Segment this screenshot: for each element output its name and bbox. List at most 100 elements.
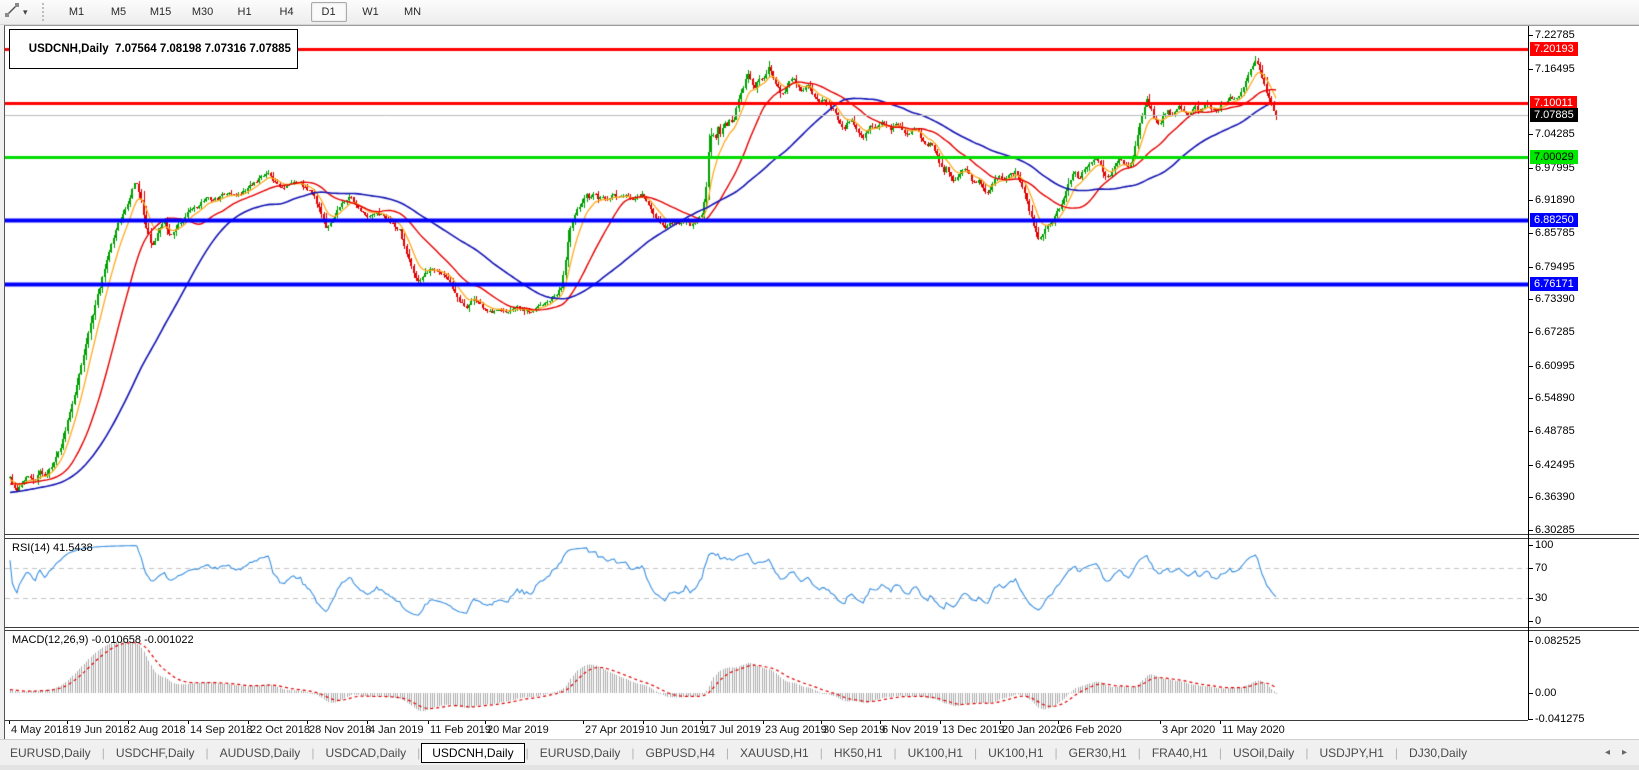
time-axis-tick <box>428 721 429 724</box>
time-axis-tick <box>1220 721 1221 724</box>
time-axis-label: 11 Feb 2019 <box>430 724 491 736</box>
price-axis-label: -0.041275 <box>1529 712 1585 726</box>
time-axis-label: 3 Apr 2020 <box>1162 724 1216 736</box>
chart-tab-eurusd-daily[interactable]: EURUSD,Daily <box>10 745 91 760</box>
time-axis-tick <box>702 721 703 724</box>
time-axis-label: 13 Dec 2019 <box>942 724 1005 736</box>
price-level-badge: 7.07885 <box>1530 107 1578 122</box>
chart-tab-eurusd-daily[interactable]: EURUSD,Daily <box>539 745 621 760</box>
main-chart-canvas[interactable] <box>5 26 1528 534</box>
time-axis-tick <box>583 721 584 724</box>
chart-tab-fra40-h1[interactable]: FRA40,H1 <box>1151 745 1208 760</box>
timeframe-button-D1[interactable]: D1 <box>310 2 347 22</box>
time-axis-tick <box>1058 721 1059 724</box>
macd-label: MACD(12,26,9) -0.010658 -0.001022 <box>12 634 194 646</box>
time-axis-label: 4 Jan 2019 <box>369 724 424 736</box>
price-axis-label: 6.42495 <box>1529 458 1575 472</box>
timeframe-button-W1[interactable]: W1 <box>362 6 379 18</box>
tab-divider: | <box>1305 745 1309 760</box>
price-axis-label: 6.73390 <box>1529 292 1575 306</box>
price-axis-label: 6.79495 <box>1529 260 1575 274</box>
chart-title: USDCNH,Daily 7.07564 7.08198 7.07316 7.0… <box>28 43 291 55</box>
timeframe-toolbar: M1 M5 M15 M30 H1 H4 D1 W1 MN <box>56 2 434 22</box>
timeframe-button-H1[interactable]: H1 <box>237 6 252 18</box>
time-axis-tick <box>248 721 249 724</box>
tab-divider: | <box>1137 745 1141 760</box>
timeframe-button-M5[interactable]: M5 <box>110 6 127 18</box>
price-level-badge: 7.00029 <box>1530 149 1578 164</box>
macd-panel-canvas[interactable] <box>5 631 1528 720</box>
chart-tab-usoil-daily[interactable]: USOil,Daily <box>1232 745 1295 760</box>
chart-tab-bar: EURUSD,Daily | USDCHF,Daily | AUDUSD,Daily | U… <box>0 739 1639 765</box>
tab-divider: | <box>1394 745 1399 760</box>
time-axis-tick <box>188 721 189 724</box>
time-axis-label: 30 Sep 2019 <box>823 724 886 736</box>
tab-scroll-right-icon[interactable]: ▸ <box>1621 747 1627 758</box>
panel-separator[interactable] <box>5 534 1639 539</box>
time-axis-tick <box>307 721 308 724</box>
timeframe-button-M30[interactable]: M30 <box>191 6 214 18</box>
price-level-badge: 6.76171 <box>1530 277 1578 292</box>
price-axis-label: 70 <box>1529 561 1547 575</box>
chart-tab-usdcnh-daily[interactable]: USDCNH,Daily <box>421 742 525 763</box>
price-axis-label: 0 <box>1529 614 1541 628</box>
tab-scroll-left-icon[interactable]: ◂ <box>1604 747 1610 758</box>
price-axis-line <box>1528 26 1529 720</box>
timeframe-button-MN[interactable]: MN <box>403 6 422 18</box>
chart-window: USDCNH,Daily 7.07564 7.08198 7.07316 7.0… <box>4 25 1639 739</box>
time-axis-tick <box>9 721 10 724</box>
rsi-panel-canvas[interactable] <box>5 539 1528 627</box>
time-axis-label: 26 Feb 2020 <box>1060 724 1122 736</box>
price-axis-label: 0.082525 <box>1529 634 1581 648</box>
price-axis-label: 100 <box>1529 538 1553 552</box>
time-axis-label: 2 Aug 2018 <box>130 724 186 736</box>
time-axis-tick <box>643 721 644 724</box>
price-axis-label: 30 <box>1529 591 1547 605</box>
timeframe-button-M1[interactable]: M1 <box>68 6 85 18</box>
price-axis-label: 6.85785 <box>1529 226 1575 240</box>
chart-tab-uk100-h1[interactable]: UK100,H1 <box>907 745 964 760</box>
chart-tab-usdjpy-h1[interactable]: USDJPY,H1 <box>1319 745 1384 760</box>
time-axis-label: 20 Jan 2020 <box>1002 724 1063 736</box>
chart-tab-ger30-h1[interactable]: GER30,H1 <box>1068 745 1127 760</box>
time-axis-label: 6 Nov 2019 <box>882 724 939 736</box>
time-axis-label: 20 Mar 2019 <box>487 724 549 736</box>
timeframe-button-M15[interactable]: M15 <box>149 6 172 18</box>
panel-separator[interactable] <box>5 627 1639 631</box>
time-axis-tick <box>1000 721 1001 724</box>
price-axis-label: 6.48785 <box>1529 424 1575 438</box>
tab-divider: | <box>1218 745 1222 760</box>
timeframe-button-H4[interactable]: H4 <box>279 6 294 18</box>
dropdown-caret-icon[interactable]: ▾ <box>23 6 28 17</box>
time-axis[interactable]: 4 May 2018 19 Jun 2018 2 Aug 2018 14 Sep 20… <box>5 720 1528 739</box>
chart-tab-usdcad-daily[interactable]: USDCAD,Daily <box>325 745 407 760</box>
price-axis-label: 6.97995 <box>1529 161 1575 175</box>
tab-divider: | <box>893 745 897 760</box>
price-axis-label: 6.54890 <box>1529 391 1575 405</box>
trendline-tool-icon[interactable] <box>4 2 20 23</box>
time-axis-tick <box>940 721 941 724</box>
time-axis-label: 17 Jul 2019 <box>704 724 761 736</box>
chart-tab-hk50-h1[interactable]: HK50,H1 <box>833 745 883 760</box>
time-axis-tick <box>821 721 822 724</box>
chart-tab-uk100-h1[interactable]: UK100,H1 <box>988 745 1044 760</box>
time-axis-label: 14 Sep 2018 <box>190 724 253 736</box>
chart-tab-gbpusd-h4[interactable]: GBPUSD,H4 <box>645 745 715 760</box>
toolbar-grip <box>41 3 48 21</box>
chart-title-box: USDCNH,Daily 7.07564 7.08198 7.07316 7.0… <box>9 29 298 69</box>
chart-tab-dj30-daily[interactable]: DJ30,Daily <box>1409 745 1468 760</box>
price-axis-label: 6.36390 <box>1529 490 1575 504</box>
tab-divider: | <box>974 745 978 760</box>
time-axis-label: 4 May 2018 <box>11 724 69 736</box>
chart-tab-audusd-daily[interactable]: AUDUSD,Daily <box>219 745 301 760</box>
bottom-strip <box>0 765 1639 770</box>
time-axis-tick <box>367 721 368 724</box>
time-axis-label: 27 Apr 2019 <box>585 724 645 736</box>
tab-divider: | <box>311 745 315 760</box>
tab-divider: | <box>631 745 635 760</box>
price-level-badge: 7.20193 <box>1530 41 1578 56</box>
tab-divider: | <box>725 745 730 760</box>
chart-tab-xauusd-h1[interactable]: XAUUSD,H1 <box>740 745 809 760</box>
chart-tab-usdchf-daily[interactable]: USDCHF,Daily <box>115 745 195 760</box>
toolbar: ▾ M1 M5 M15 M30 H1 H4 D1 W1 MN <box>0 0 1639 25</box>
